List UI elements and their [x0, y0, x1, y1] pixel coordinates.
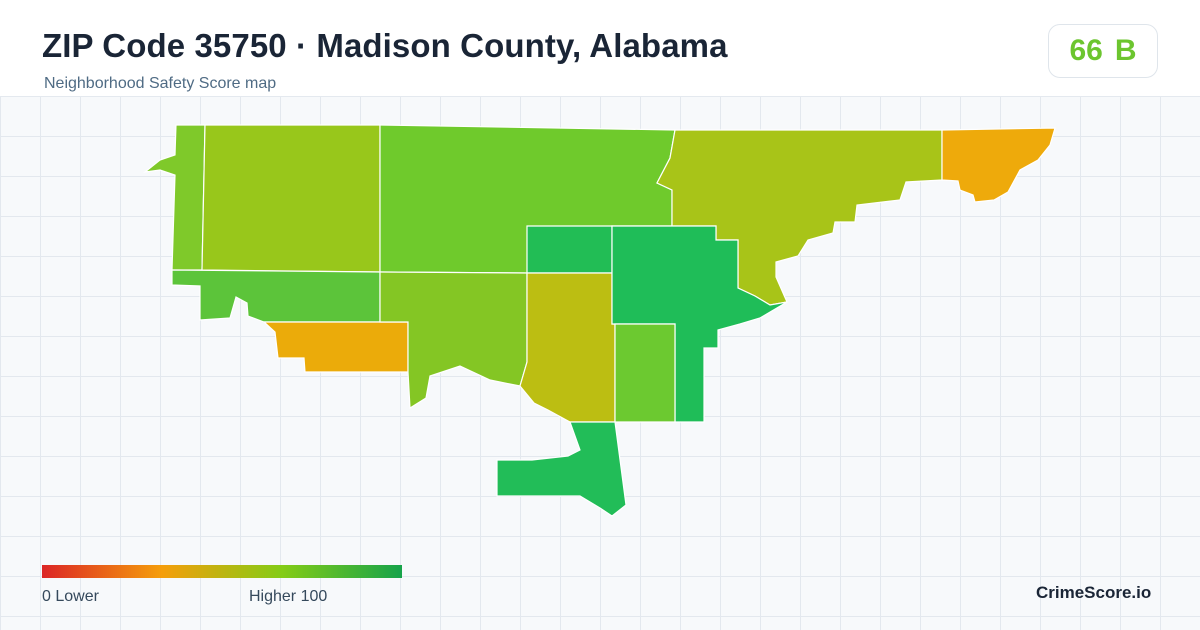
score-value: 66 — [1069, 34, 1103, 67]
score-badge: 66 B — [1048, 24, 1158, 78]
brand-logo-text: CrimeScore.io — [1036, 583, 1152, 602]
region-central-column[interactable] — [519, 272, 616, 423]
region-far-northeast[interactable] — [941, 127, 1056, 203]
region-central-block[interactable] — [526, 225, 613, 274]
page-subtitle: Neighborhood Safety Score map — [44, 75, 277, 92]
legend-color-scale — [42, 565, 402, 578]
region-southwest-notch[interactable] — [262, 321, 409, 373]
legend-high-label: Higher 100 — [249, 588, 328, 605]
header: ZIP Code 35750 · Madison County, Alabama… — [0, 0, 1200, 97]
region-east-south[interactable] — [614, 323, 676, 423]
legend-low-label: 0 Lower — [42, 588, 99, 605]
region-northwest-strip[interactable] — [142, 124, 206, 271]
page-title: ZIP Code 35750 · Madison County, Alabama — [42, 27, 728, 64]
region-northwest[interactable] — [201, 124, 381, 273]
region-west-lower[interactable] — [171, 269, 381, 323]
region-south[interactable] — [496, 421, 627, 517]
score-grade: B — [1114, 34, 1137, 67]
